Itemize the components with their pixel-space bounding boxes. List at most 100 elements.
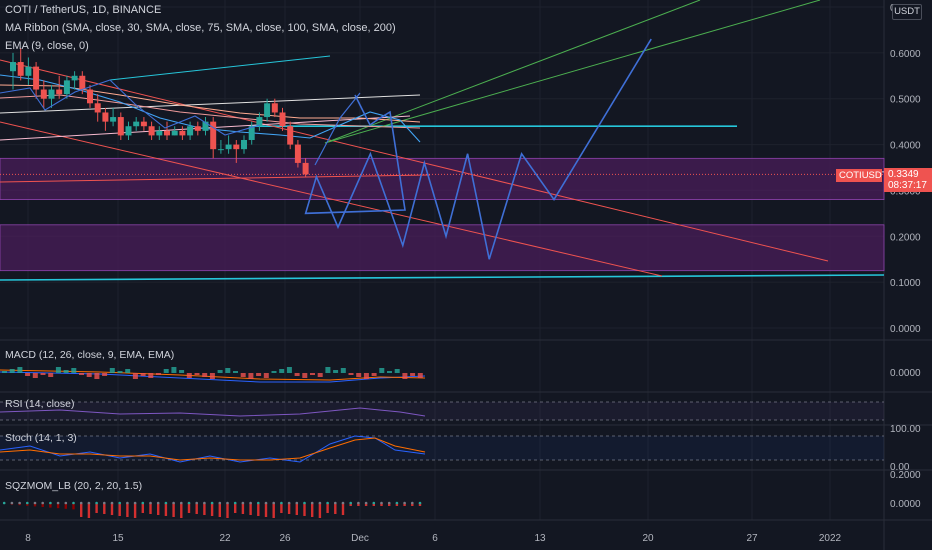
sqz-dot: [264, 501, 268, 505]
macd-histogram-bar: [148, 373, 154, 378]
candle-body: [102, 112, 109, 122]
candle-body: [233, 144, 240, 150]
sqz-histogram-bar: [318, 503, 322, 518]
macd-histogram-bar: [55, 367, 61, 373]
macd-histogram-bar: [79, 373, 84, 375]
candle: [63, 75, 70, 99]
sqz-histogram-bar: [80, 503, 83, 517]
price-label: 0.1000: [890, 278, 921, 289]
macd-histogram-bar: [256, 373, 262, 376]
macd-histogram-bar: [225, 368, 231, 373]
red-trend-line: [0, 59, 829, 262]
candle: [256, 112, 263, 131]
time-axis-label: 2022: [819, 533, 842, 544]
sqz-histogram-bar: [33, 503, 37, 507]
sqz-histogram-bar: [303, 503, 306, 516]
sqz-histogram-bar: [334, 503, 337, 514]
sqz-histogram-bar: [280, 503, 283, 513]
candle-body: [187, 126, 194, 136]
candle: [241, 135, 247, 154]
last-price-value: 0.3349: [888, 169, 919, 180]
sqz-histogram-bar: [364, 503, 368, 506]
candle: [225, 135, 232, 154]
candle-body: [217, 149, 224, 151]
time-axis-label: 6: [432, 533, 438, 544]
sqz-histogram-bar: [133, 503, 137, 518]
sqz-dot: [287, 501, 291, 505]
macd-line: [0, 371, 426, 383]
sqz-histogram-bar: [395, 503, 399, 506]
sqz-dot: [195, 501, 198, 505]
sqz-histogram-bar: [141, 503, 144, 513]
sqz-histogram-bar: [357, 503, 360, 506]
macd-histogram-bar: [2, 371, 7, 373]
macd-histogram-bar: [233, 371, 238, 373]
candle-body: [225, 144, 232, 150]
candle-body: [171, 130, 178, 136]
sqz-histogram-bar: [87, 503, 91, 518]
candle-body: [210, 121, 217, 150]
sqz-dot: [380, 501, 383, 505]
macd-histogram-bar: [102, 373, 108, 376]
sqz-dot: [218, 501, 222, 505]
sqz-histogram-bar: [103, 503, 106, 514]
macd-histogram-bar: [163, 369, 169, 373]
macd-histogram-bar: [25, 373, 31, 376]
price-label: 0.6000: [890, 49, 921, 60]
sqz-histogram-bar: [249, 503, 252, 515]
sqz-histogram-bar: [49, 503, 52, 508]
time-axis-label: 20: [642, 533, 654, 544]
time-axis-label: Dec: [351, 533, 369, 544]
candle: [287, 121, 294, 150]
sqz-dot: [64, 501, 68, 505]
macd-histogram-bar: [379, 368, 385, 373]
sqz-histogram-bar: [218, 503, 221, 517]
candle: [302, 158, 309, 177]
candle: [194, 121, 201, 136]
sqz-histogram-bar: [26, 503, 29, 506]
price-label: 0.2000: [890, 232, 921, 243]
macd-histogram-bar: [132, 373, 138, 379]
sqz-dot: [341, 501, 345, 505]
candle: [17, 48, 24, 81]
last-price-countdown: 08:37:17: [888, 180, 927, 191]
macd-histogram-bar: [263, 373, 269, 378]
macd-histogram-bar: [286, 367, 292, 373]
purple-zone: [0, 224, 885, 272]
macd-histogram-bar: [125, 369, 131, 373]
sqz-dot: [310, 501, 314, 505]
macd-histogram-bar: [17, 367, 23, 373]
sqz-axis-label: 0.0000: [890, 499, 921, 510]
candle: [217, 139, 224, 154]
macd-histogram-bar: [417, 373, 423, 378]
sqz-dot: [49, 501, 52, 505]
projection-path: [304, 38, 652, 260]
candle: [10, 52, 16, 90]
candle: [148, 121, 155, 140]
macd-histogram-bar: [109, 368, 115, 373]
sqz-dot: [149, 501, 152, 505]
candle: [110, 107, 117, 127]
candle-body: [48, 89, 55, 99]
sqz-dot: [118, 501, 121, 505]
candle: [279, 107, 286, 131]
candle-body: [33, 66, 40, 90]
macd-histogram-bar: [340, 368, 346, 373]
sqz-histogram-bar: [234, 503, 237, 513]
rsi-axis-label: 100.00: [890, 424, 921, 435]
sqz-histogram-bar: [41, 503, 44, 507]
candle: [294, 139, 301, 168]
rsi-line: [0, 407, 426, 417]
sqz-histogram-bar: [295, 503, 298, 515]
candle-body: [71, 75, 78, 81]
currency-button[interactable]: USDT: [892, 4, 922, 20]
sqz-dot: [156, 501, 160, 505]
macd-histogram-bar: [48, 373, 54, 377]
candle: [264, 98, 271, 122]
sqz-histogram-bar: [403, 503, 406, 506]
time-axis-label: 13: [534, 533, 546, 544]
candle: [33, 62, 40, 99]
macd-histogram-bar: [179, 370, 185, 373]
sqz-histogram-bar: [388, 503, 391, 506]
